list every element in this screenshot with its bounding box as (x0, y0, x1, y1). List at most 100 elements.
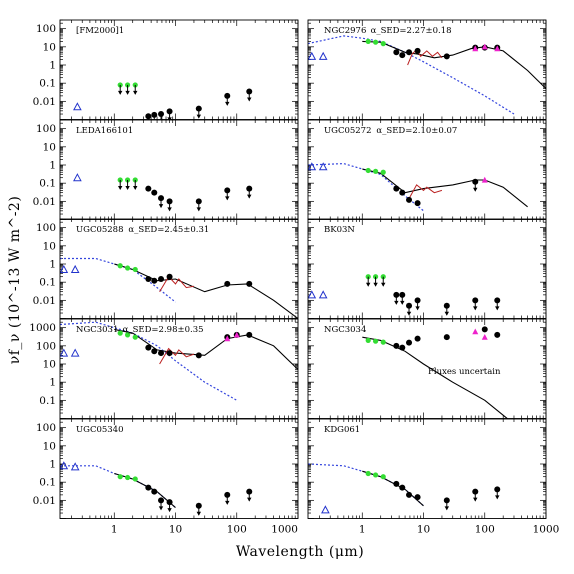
irs-spectrum-line (407, 184, 443, 202)
uv-triangle (70, 264, 80, 273)
fir-triangle (233, 331, 240, 338)
upper-limit-arrow (444, 311, 449, 316)
x-tick-label: 1000 (533, 524, 560, 536)
panel-plot-area (308, 35, 546, 115)
stellar-model-line (60, 321, 238, 401)
panel-plot-area (308, 162, 528, 212)
y-tick-label: 0.01 (33, 495, 56, 507)
upper-limit-arrow (158, 506, 164, 511)
irs-spectrum-line (159, 275, 194, 292)
sed-panel-kdg061: 1 10 100 1000 KDG061 (307, 418, 560, 536)
ir-point (494, 331, 501, 338)
ir-point (393, 49, 400, 56)
nir-point (117, 263, 123, 269)
y-tick-label: 1 (49, 60, 56, 72)
upper-limit-arrow (247, 194, 252, 199)
upper-limit-arrow (225, 101, 230, 106)
upper-limit-arrow (495, 306, 500, 311)
upper-limit-arrow (159, 120, 163, 124)
uv-triangle (60, 348, 69, 357)
sed-panel-bk03n: BK03N (307, 218, 547, 319)
nir-point (124, 177, 131, 183)
panel-plot-area (60, 321, 298, 401)
panel-label: UGC05272 (324, 126, 372, 136)
nir-point (380, 169, 386, 175)
upper-limit-arrow (406, 311, 412, 316)
nir-point (132, 177, 138, 183)
panel-frame (307, 318, 547, 419)
nir-point (117, 474, 123, 480)
ir-point (145, 275, 152, 282)
panel-plot-area (362, 326, 509, 419)
y-tick-label: 10 (43, 41, 56, 53)
uv-triangle (73, 173, 82, 182)
sed-panel-ngc2976: NGC2976 α_SED=2.27±0.18 (307, 19, 547, 120)
nir-point (365, 167, 371, 174)
panel-label: UGC05340 (76, 425, 124, 435)
upper-limit-arrow (444, 506, 449, 511)
y-tick-label: 0.01 (33, 295, 56, 307)
ir-point (406, 491, 413, 498)
ir-point (443, 53, 450, 60)
y-tick-label: 0.1 (39, 277, 56, 289)
uv-triangle (308, 162, 317, 171)
x-tick-label: 1 (111, 524, 118, 536)
upper-limit-arrow (394, 300, 399, 305)
ir-point (151, 277, 158, 284)
upper-limit-arrow (381, 282, 386, 287)
panel-frame (59, 318, 299, 419)
total-sed-line (114, 263, 298, 319)
ir-point (246, 280, 253, 287)
panel-label: UGC05288 (76, 225, 124, 235)
y-tick-label: 100 (36, 123, 56, 135)
total-sed-line (362, 336, 509, 419)
panel-label: [FM2000]1 (76, 26, 124, 36)
y-tick-label: 0.01 (33, 96, 56, 108)
panel-frame (59, 418, 299, 519)
y-tick-label: 1 (49, 160, 56, 172)
x-tick-label: 10 (169, 524, 182, 536)
y-tick-label: 10 (43, 359, 56, 371)
nir-point (365, 470, 371, 477)
upper-limit-arrow (415, 306, 420, 311)
panel-label: LEDA166101 (76, 126, 133, 136)
ir-point (399, 484, 406, 491)
upper-limit-arrow (146, 122, 150, 126)
panel-label: NGC3031 (76, 325, 118, 335)
uv-triangle (318, 51, 328, 60)
nir-point (132, 334, 138, 340)
upper-limit-arrow (495, 495, 500, 500)
ir-point (246, 331, 253, 338)
y-tick-label: 0.1 (39, 477, 56, 489)
ir-point (151, 189, 158, 196)
nir-point (372, 472, 379, 478)
uv-triangle (60, 461, 69, 470)
ir-point (414, 47, 421, 54)
total-sed-line (362, 470, 424, 507)
panel-label: BK03N (324, 225, 355, 235)
panel-label: NGC2976 (324, 26, 366, 36)
uv-triangle (60, 264, 69, 273)
upper-limit-arrow (473, 497, 478, 502)
panel-alpha: α_SED=2.45±0.31 (128, 225, 209, 235)
y-tick-label: 100 (36, 23, 56, 35)
upper-limit-arrow (196, 114, 201, 119)
ir-point (393, 480, 400, 487)
ir-point (399, 189, 406, 196)
nir-point (372, 39, 379, 45)
uv-triangle (70, 462, 80, 471)
uv-triangle (308, 51, 317, 60)
panel-plot-area (60, 461, 253, 516)
ir-point (443, 334, 450, 341)
ir-point (414, 200, 421, 207)
uv-triangle (318, 162, 328, 171)
upper-limit-arrow (125, 90, 130, 95)
panel-alpha: α_SED=2.98±0.35 (123, 325, 204, 335)
fir-triangle (481, 176, 488, 183)
sed-panel-fm20001: 100 10 1 0.1 0.01 [FM2000]1 (33, 19, 299, 126)
ir-point (399, 344, 406, 351)
stellar-model-line (308, 162, 424, 212)
irs-spectrum-line (159, 347, 195, 365)
nir-point (380, 41, 386, 47)
